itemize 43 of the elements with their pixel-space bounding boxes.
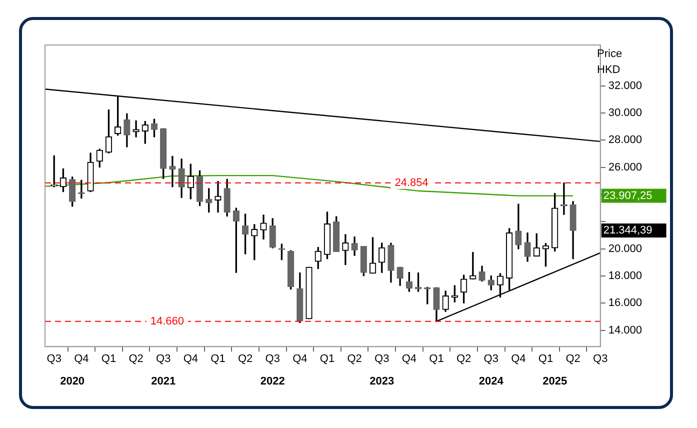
x-tick-label: Q3 bbox=[46, 353, 62, 366]
x2-tick-label: 2020 bbox=[60, 375, 85, 388]
x-tick-label: Q2 bbox=[456, 353, 472, 366]
x-tick-label: Q2 bbox=[128, 353, 144, 366]
y-tick-label: 32.000 bbox=[608, 80, 642, 92]
candlestick bbox=[214, 180, 222, 213]
candlestick bbox=[132, 120, 140, 138]
x2-tick-label: 2021 bbox=[151, 375, 176, 388]
x-tick-label: Q3 bbox=[265, 353, 280, 366]
x-tick-label: Q1 bbox=[320, 353, 335, 366]
x-tick-label: Q1 bbox=[101, 353, 116, 366]
y-tick-label: 18.000 bbox=[608, 270, 642, 282]
y-tick-label: 28.000 bbox=[608, 134, 642, 146]
y-tick-label: 16.000 bbox=[608, 297, 642, 310]
ref-line-label: 14.660 bbox=[150, 315, 184, 328]
x-tick-label: Q4 bbox=[402, 353, 417, 366]
x-tick-label: Q1 bbox=[210, 353, 226, 366]
x-tick-label: Q4 bbox=[183, 353, 198, 366]
y-tick-label: 14.000 bbox=[608, 324, 642, 336]
x-tick-label: Q4 bbox=[74, 353, 89, 366]
text: 21.344,39 bbox=[603, 224, 652, 237]
x-tick-label: Q4 bbox=[292, 353, 308, 366]
y-tick-label: 30.000 bbox=[608, 106, 642, 119]
x-tick-label: Q2 bbox=[347, 353, 362, 366]
x2-tick-label: 2022 bbox=[260, 375, 285, 388]
x2-tick-label: 2023 bbox=[370, 375, 394, 388]
x-tick-label: Q3 bbox=[374, 353, 390, 366]
y-axis-title: Price HKD bbox=[597, 47, 624, 78]
x-tick-label: Q2 bbox=[566, 353, 580, 366]
candlestick bbox=[169, 156, 176, 188]
y-tick-label: 20.000 bbox=[608, 242, 642, 255]
x2-tick-label: 2025 bbox=[542, 375, 568, 388]
x-tick-label: Q4 bbox=[511, 353, 526, 366]
text: 23.907,25 bbox=[603, 190, 652, 202]
x-tick-label: Q3 bbox=[156, 353, 171, 366]
ref-line-label: 24.854 bbox=[394, 176, 428, 189]
y-tick-label: 26.000 bbox=[608, 161, 642, 174]
x-tick-label: Q3 bbox=[484, 353, 498, 366]
x2-tick-label: 2024 bbox=[478, 375, 504, 388]
x-tick-label: Q3 bbox=[593, 353, 608, 366]
x-tick-label: Q2 bbox=[238, 353, 253, 366]
x-tick-label: Q1 bbox=[538, 353, 554, 366]
x-tick-label: Q1 bbox=[429, 353, 444, 366]
